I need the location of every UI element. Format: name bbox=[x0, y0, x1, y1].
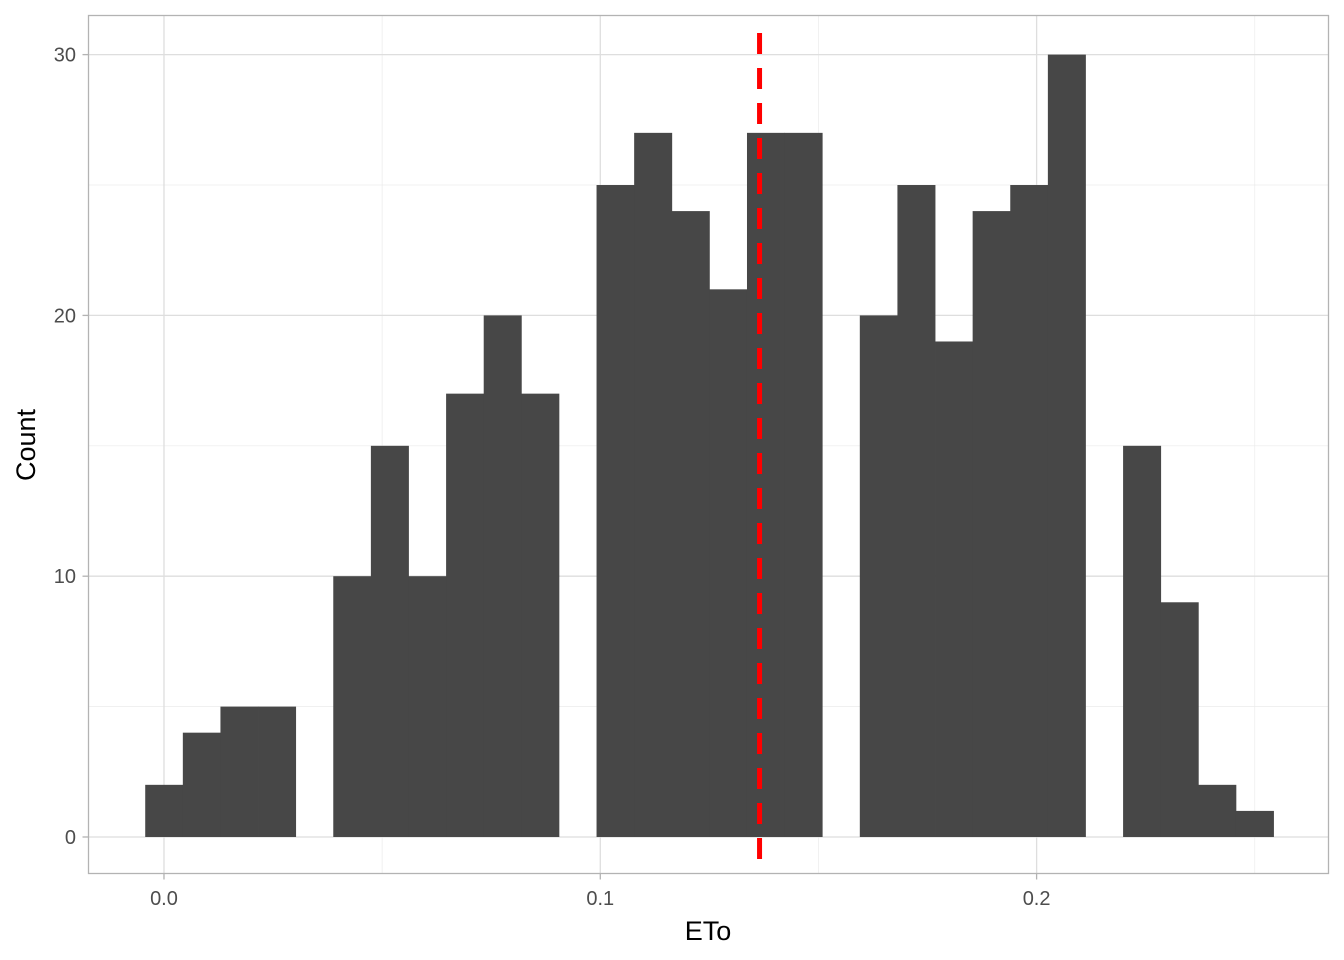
histogram-bar bbox=[521, 393, 560, 837]
histogram-bar bbox=[333, 576, 372, 837]
y-tick-label: 10 bbox=[54, 566, 76, 588]
histogram-bar bbox=[370, 445, 409, 837]
histogram-bar bbox=[182, 732, 221, 837]
histogram-bar bbox=[634, 132, 673, 837]
histogram-bar bbox=[671, 211, 710, 837]
histogram-bars bbox=[145, 54, 1274, 837]
x-tick-label: 0.1 bbox=[586, 888, 614, 910]
histogram-bar bbox=[859, 315, 898, 837]
x-axis-ticks: 0.0 0.1 0.2 bbox=[150, 873, 1051, 910]
histogram-bar bbox=[935, 341, 974, 837]
histogram-bar bbox=[746, 132, 785, 837]
histogram-bar bbox=[408, 576, 447, 837]
histogram-bar bbox=[1123, 445, 1162, 837]
x-tick-label: 0.2 bbox=[1023, 888, 1051, 910]
y-tick-label: 20 bbox=[54, 305, 76, 327]
histogram-bar bbox=[1198, 784, 1237, 837]
histogram-bar bbox=[972, 211, 1011, 837]
histogram-bar bbox=[1010, 185, 1049, 837]
histogram-bar bbox=[897, 185, 936, 837]
histogram-bar bbox=[258, 706, 297, 837]
histogram-bar bbox=[145, 784, 184, 837]
histogram-bar bbox=[709, 289, 748, 837]
y-tick-label: 30 bbox=[54, 45, 76, 67]
histogram-bar bbox=[220, 706, 259, 837]
histogram-bar bbox=[483, 315, 522, 837]
y-axis-ticks: 0 10 20 30 bbox=[54, 45, 89, 849]
histogram-bar bbox=[784, 132, 823, 837]
x-tick-label: 0.0 bbox=[150, 888, 178, 910]
histogram-bar bbox=[1160, 602, 1199, 837]
y-axis-title: Count bbox=[11, 408, 41, 481]
histogram-bar bbox=[446, 393, 485, 837]
y-tick-label: 0 bbox=[65, 827, 76, 849]
histogram-bar bbox=[1047, 54, 1086, 837]
x-axis-title: ETo bbox=[685, 916, 732, 946]
histogram-bar bbox=[1235, 810, 1274, 837]
panel-border bbox=[87, 14, 1330, 875]
histogram-bar bbox=[596, 185, 635, 837]
